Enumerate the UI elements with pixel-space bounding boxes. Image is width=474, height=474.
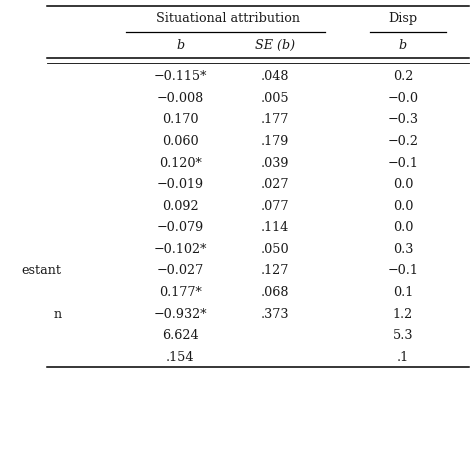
Text: n: n xyxy=(54,308,62,320)
Text: −0.2: −0.2 xyxy=(387,135,419,148)
Text: .077: .077 xyxy=(261,200,289,213)
Text: .373: .373 xyxy=(261,308,289,320)
Text: .177: .177 xyxy=(261,113,289,127)
Text: 0.177*: 0.177* xyxy=(159,286,201,299)
Text: −0.932*: −0.932* xyxy=(154,308,207,320)
Text: .048: .048 xyxy=(261,70,289,83)
Text: .027: .027 xyxy=(261,178,289,191)
Text: 0.3: 0.3 xyxy=(393,243,413,256)
Text: −0.079: −0.079 xyxy=(156,221,204,234)
Text: .039: .039 xyxy=(261,156,289,170)
Text: b: b xyxy=(176,38,184,52)
Text: −0.027: −0.027 xyxy=(156,264,204,277)
Text: .068: .068 xyxy=(261,286,289,299)
Text: −0.008: −0.008 xyxy=(156,92,204,105)
Text: 0.1: 0.1 xyxy=(393,286,413,299)
Text: Situational attribution: Situational attribution xyxy=(155,12,300,26)
Text: 0.0: 0.0 xyxy=(393,221,413,234)
Text: 0.0: 0.0 xyxy=(393,178,413,191)
Text: 0.092: 0.092 xyxy=(162,200,199,213)
Text: 0.2: 0.2 xyxy=(393,70,413,83)
Text: .005: .005 xyxy=(261,92,289,105)
Text: 5.3: 5.3 xyxy=(392,329,413,342)
Text: 6.624: 6.624 xyxy=(162,329,199,342)
Text: 0.0: 0.0 xyxy=(393,200,413,213)
Text: −0.1: −0.1 xyxy=(387,156,419,170)
Text: .114: .114 xyxy=(261,221,289,234)
Text: −0.0: −0.0 xyxy=(387,92,419,105)
Text: .179: .179 xyxy=(261,135,289,148)
Text: 1.2: 1.2 xyxy=(393,308,413,320)
Text: −0.102*: −0.102* xyxy=(154,243,207,256)
Text: −0.115*: −0.115* xyxy=(154,70,207,83)
Text: SE (b): SE (b) xyxy=(255,38,295,52)
Text: b: b xyxy=(399,38,407,52)
Text: −0.3: −0.3 xyxy=(387,113,419,127)
Text: .127: .127 xyxy=(261,264,289,277)
Text: .154: .154 xyxy=(166,351,194,364)
Text: 0.120*: 0.120* xyxy=(159,156,201,170)
Text: 0.060: 0.060 xyxy=(162,135,199,148)
Text: −0.019: −0.019 xyxy=(156,178,204,191)
Text: 0.170: 0.170 xyxy=(162,113,199,127)
Text: .050: .050 xyxy=(261,243,289,256)
Text: estant: estant xyxy=(22,264,62,277)
Text: .1: .1 xyxy=(397,351,409,364)
Text: −0.1: −0.1 xyxy=(387,264,419,277)
Text: Disp: Disp xyxy=(388,12,418,26)
